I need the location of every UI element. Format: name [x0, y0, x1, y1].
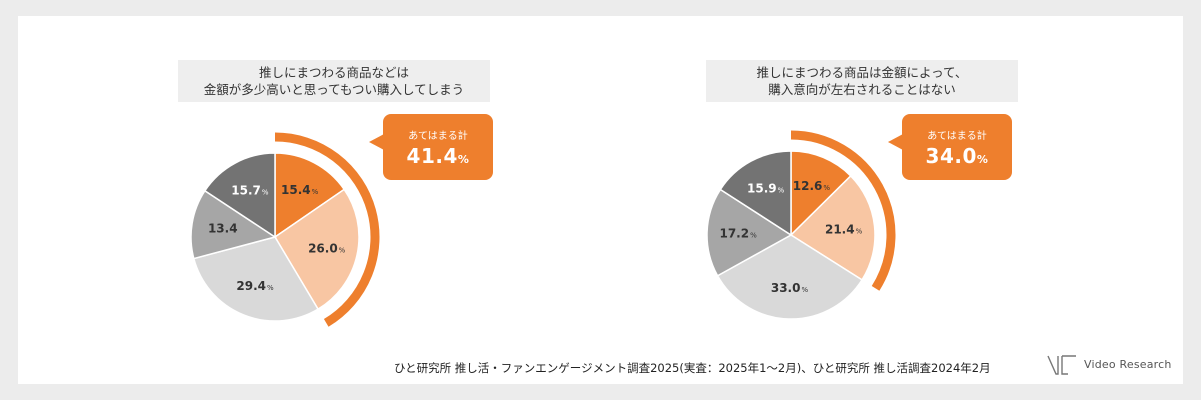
- slice-value-label: 29.4%: [236, 279, 274, 293]
- callout-label: あてはまる計: [408, 131, 468, 142]
- video-research-logo: Video Research: [1046, 353, 1171, 377]
- callout-value-line: 41.4%: [383, 144, 493, 168]
- chart-2-title-line-1: 推しにまつわる商品は金額によって、: [756, 65, 968, 80]
- slice-value-label: 15.7%: [231, 183, 269, 197]
- slice-value-label: 21.4%: [825, 222, 863, 236]
- chart-2-title-line-2: 購入意向が左右されることはない: [768, 82, 956, 97]
- pie-slice-2: [789, 174, 876, 281]
- callout-unit: %: [976, 153, 989, 166]
- callout-value: 34.0: [925, 144, 977, 168]
- highlight-arc: [790, 130, 896, 291]
- slice-value-label: 13.4: [208, 221, 238, 235]
- callout-tail: [888, 134, 903, 150]
- pie-slice-4: [190, 189, 277, 260]
- slice-value-label: 12.6%: [793, 179, 831, 193]
- chart-2-title: 推しにまつわる商品は金額によって、 購入意向が左右されることはない: [706, 60, 1018, 102]
- pie-slice-3: [192, 236, 320, 322]
- pie-slice-5: [719, 150, 792, 237]
- callout-tail: [369, 134, 384, 150]
- chart-1-title: 推しにまつわる商品などは 金額が多少高いと思ってもつい購入してしまう: [178, 60, 490, 102]
- total-callout-1: あてはまる計 41.4%: [369, 114, 493, 180]
- slice-value-label: 15.9%: [747, 182, 785, 196]
- highlight-arc: [274, 132, 380, 327]
- chart-card: 推しにまつわる商品などは 金額が多少高いと思ってもつい購入してしまう 15.4%…: [18, 16, 1183, 384]
- chart-1-title-line-1: 推しにまつわる商品などは: [258, 65, 409, 80]
- chart-1-title-line-2: 金額が多少高いと思ってもつい購入してしまう: [203, 82, 465, 97]
- callout-value-line: 34.0%: [902, 144, 1012, 168]
- pie-chart-panel-2: 推しにまつわる商品は金額によって、 購入意向が左右されることはない 12.6% 2…: [534, 16, 1094, 384]
- slice-value-label: 15.4%: [281, 183, 319, 197]
- pie-chart-panel-1: 推しにまつわる商品などは 金額が多少高いと思ってもつい購入してしまう 15.4%…: [18, 16, 578, 384]
- callout-unit: %: [457, 153, 470, 166]
- slice-value-label: 33.0%: [771, 281, 809, 295]
- pie-slice-1: [790, 150, 852, 237]
- slice-value-label: 26.0%: [308, 241, 346, 255]
- pie-slice-1: [274, 152, 346, 239]
- pie-slice-4: [706, 188, 793, 277]
- pie-slice-5: [203, 152, 276, 239]
- pie-slice-2: [273, 188, 360, 311]
- total-callout-2: あてはまる計 34.0%: [888, 114, 1012, 180]
- logo-mark-icon: [1047, 355, 1076, 375]
- callout-value: 41.4: [406, 144, 458, 168]
- callout-label: あてはまる計: [927, 131, 987, 142]
- pie-chart-2-svg: 12.6% 21.4% 33.0% 17.2% 15.9%: [706, 130, 896, 320]
- slice-value-label: 17.2%: [719, 226, 757, 240]
- logo-text: Video Research: [1084, 358, 1172, 371]
- pie-chart-1-svg: 15.4% 26.0% 29.4% 13.4 15.7%: [190, 132, 380, 327]
- source-note: ひと研究所 推し活・ファンエンゲージメント調査2025(実査：2025年1〜2月…: [394, 361, 991, 375]
